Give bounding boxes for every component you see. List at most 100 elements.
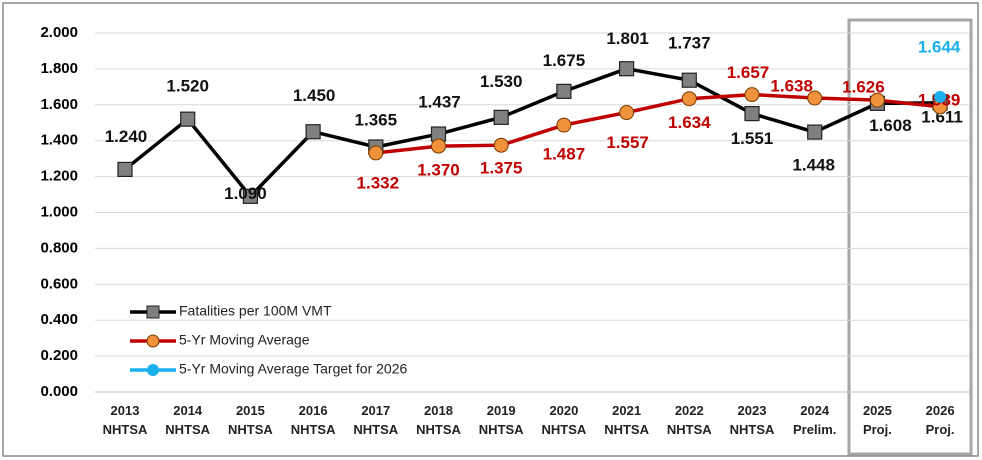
x-tick-line: 2018 (424, 403, 453, 418)
x-tick-line: Proj. (926, 422, 955, 437)
x-tick-line: NHTSA (730, 422, 775, 437)
y-tick-label: 1.600 (40, 96, 78, 113)
x-tick-line: Prelim. (793, 422, 836, 437)
x-tick-label: 2021 NHTSA (604, 403, 649, 437)
value-label: 1.240 (105, 127, 148, 146)
value-label: 1.737 (668, 34, 711, 53)
x-tick-line: 2017 (361, 403, 390, 418)
x-tick-line: 2019 (487, 403, 516, 418)
marker (556, 83, 572, 99)
marker (556, 117, 572, 133)
marker (117, 161, 133, 178)
x-tick-label: 2023 NHTSA (730, 403, 775, 437)
x-tick-label: 2026 Proj. (926, 403, 955, 437)
marker (180, 111, 196, 127)
value-label: 1.626 (842, 78, 885, 97)
series-line (123, 66, 941, 199)
value-label: 1.520 (166, 77, 209, 96)
value-label: 1.657 (727, 63, 770, 82)
value-label: 1.638 (770, 76, 813, 95)
marker (619, 105, 635, 121)
y-tick-label: 1.800 (40, 60, 78, 77)
projection-box (847, 18, 973, 456)
value-label: 1.551 (731, 129, 774, 148)
marker (618, 61, 635, 77)
x-tick-line: 2022 (675, 403, 704, 418)
marker (431, 138, 446, 154)
marker (681, 72, 697, 88)
y-tick-label: 0.200 (40, 347, 78, 364)
value-label: 1.332 (357, 173, 400, 192)
legend-marker (146, 334, 160, 348)
x-tick-line: 2026 (926, 403, 955, 418)
value-label: 1.090 (224, 184, 267, 203)
marker (681, 91, 697, 107)
x-tick-line: 2016 (299, 403, 328, 418)
x-tick-line: 2015 (236, 403, 265, 418)
marker (807, 90, 823, 106)
y-tick-label: 1.400 (40, 132, 78, 149)
x-tick-line: Proj. (863, 422, 892, 437)
x-tick-line: NHTSA (291, 422, 336, 437)
value-label: 1.530 (480, 72, 523, 91)
y-tick-label: 0.800 (40, 239, 78, 256)
y-tick-label: 1.000 (40, 203, 78, 220)
value-label: 1.608 (869, 116, 912, 135)
x-tick-line: NHTSA (165, 422, 210, 437)
x-tick-line: NHTSA (542, 422, 587, 437)
x-tick-line: 2024 (800, 403, 830, 418)
x-tick-label: 2018 NHTSA (416, 403, 461, 437)
value-label: 1.448 (792, 156, 835, 175)
marker (368, 145, 384, 161)
marker (493, 109, 509, 125)
y-tick-label: 2.000 (40, 24, 78, 41)
value-label: 1.375 (480, 159, 523, 178)
legend-label: Fatalities per 100M VMT (179, 303, 332, 319)
x-tick-label: 2016 NHTSA (291, 403, 336, 437)
legend-label: 5-Yr Moving Average (179, 332, 310, 348)
y-tick-label: 0.400 (40, 311, 78, 328)
x-tick-line: 2021 (612, 403, 641, 418)
value-label: 1.675 (543, 51, 586, 70)
x-tick-label: 2017 NHTSA (353, 403, 398, 437)
legend-marker (146, 305, 160, 319)
legend-label: 5-Yr Moving Average Target for 2026 (179, 361, 408, 377)
value-label: 1.487 (543, 145, 586, 164)
x-tick-label: 2025 Proj. (863, 403, 892, 437)
marker (744, 105, 760, 122)
marker (807, 124, 823, 140)
value-label: 1.644 (918, 37, 961, 56)
x-tick-line: NHTSA (479, 422, 524, 437)
x-tick-label: 2020 NHTSA (542, 403, 587, 437)
x-tick-line: NHTSA (604, 422, 649, 437)
x-tick-label: 2013 NHTSA (103, 403, 148, 437)
x-tick-label: 2015 NHTSA (228, 403, 273, 437)
y-tick-label: 0.600 (40, 275, 78, 292)
value-label: 1.437 (418, 93, 461, 112)
x-tick-line: NHTSA (353, 422, 398, 437)
x-tick-line: NHTSA (416, 422, 461, 437)
marker (869, 92, 885, 108)
marker (305, 124, 321, 140)
value-label: 1.557 (606, 133, 649, 152)
series-line (375, 92, 941, 155)
y-tick-label: 1.200 (40, 168, 78, 185)
x-tick-line: 2014 (173, 403, 203, 418)
value-label: 1.450 (293, 86, 336, 105)
x-tick-line: 2020 (549, 403, 578, 418)
marker (493, 137, 509, 153)
x-tick-line: NHTSA (103, 422, 148, 437)
marker (744, 87, 760, 103)
y-tick-label: 0.000 (40, 383, 78, 400)
legend-marker (147, 364, 159, 376)
value-label: 1.611 (921, 107, 963, 126)
x-tick-label: 2014 NHTSA (165, 403, 210, 437)
value-label: 1.365 (355, 110, 398, 129)
x-tick-line: 2025 (863, 403, 892, 418)
x-tick-line: 2023 (738, 403, 767, 418)
x-tick-label: 2024 Prelim. (793, 403, 836, 437)
value-label: 1.634 (668, 113, 711, 132)
x-tick-line: 2013 (111, 403, 140, 418)
